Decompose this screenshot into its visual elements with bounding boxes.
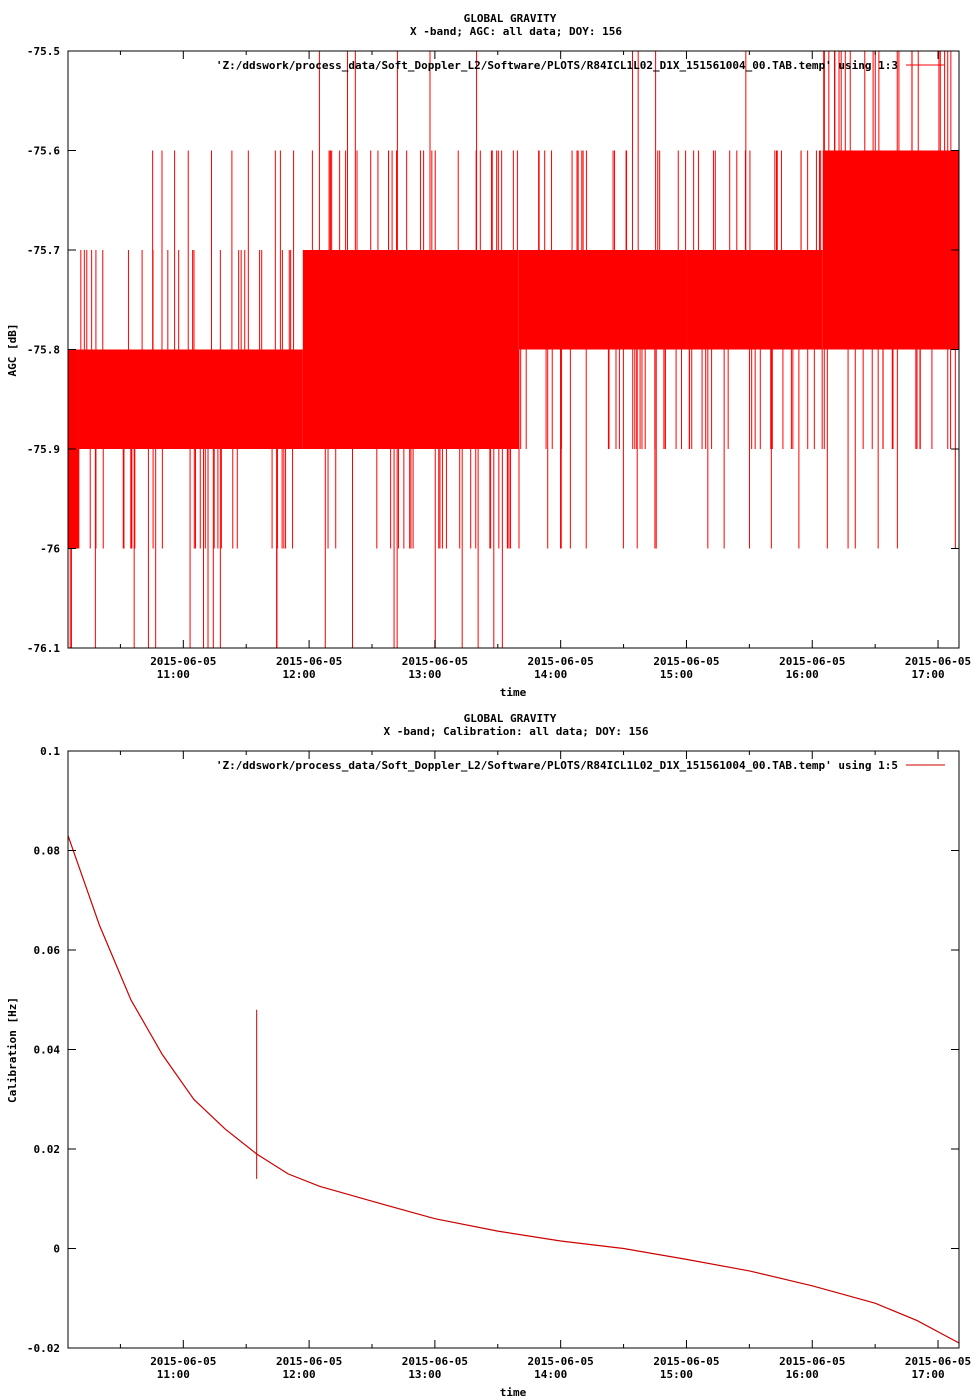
agc-band [518,250,687,350]
chart-title: GLOBAL GRAVITY [464,12,557,25]
y-tick-label: 0.02 [34,1143,61,1156]
x-tick-time-label: 13:00 [408,1368,441,1381]
x-tick-time-label: 17:00 [911,668,944,681]
x-tick-time-label: 12:00 [283,1368,316,1381]
chart-subtitle: X -band; AGC: all data; DOY: 156 [410,25,622,38]
axis-ticks: 0.10.080.060.040.020-0.022015-06-0511:00… [27,745,971,1381]
axis-ticks: -75.5 -75.6 -75.7 -75.8 -75.9 -76 -76.1 2015-06… [27,45,971,681]
chart-subtitle: X -band; Calibration: all data; DOY: 156 [384,725,649,738]
y-tick-label: 0.04 [34,1044,61,1057]
agc-trace [67,51,959,648]
y-tick-label: -75.8 [27,344,60,357]
x-tick-date-label: 2015-06-05 [528,1355,594,1368]
y-tick-label: -75.6 [27,145,60,158]
x-tick-time-label: 12:00 [283,668,316,681]
x-tick-date-label: 2015-06-05 [653,655,719,668]
y-axis-label: Calibration [Hz] [6,997,19,1103]
x-tick-date-label: 2015-06-05 [276,655,342,668]
agc-band [686,250,823,350]
x-tick-time-label: 14:00 [534,668,567,681]
calibration-chart-panel: GLOBAL GRAVITY X -band; Calibration: all… [6,712,971,1399]
x-tick-time-label: 14:00 [534,1368,567,1381]
y-tick-label: 0.08 [34,845,61,858]
agc-band [302,250,519,449]
x-tick-date-label: 2015-06-05 [653,1355,719,1368]
x-tick-date-label: 2015-06-05 [402,655,468,668]
x-tick-time-label: 13:00 [408,668,441,681]
x-tick-date-label: 2015-06-05 [779,655,845,668]
chart-title: GLOBAL GRAVITY [464,712,557,725]
calibration-line [67,835,960,1344]
x-tick-date-label: 2015-06-05 [905,1355,971,1368]
plot-frame [67,750,960,1349]
x-axis-label: time [500,686,527,699]
legend-entry-calibration: 'Z:/ddswork/process_data/Soft_Doppler_L2… [216,759,898,772]
y-tick-label: -75.7 [27,244,60,257]
x-tick-date-label: 2015-06-05 [402,1355,468,1368]
x-axis-label: time [500,1386,527,1399]
agc-band [822,150,959,350]
x-tick-time-label: 17:00 [911,1368,944,1381]
x-tick-time-label: 11:00 [157,1368,190,1381]
y-tick-label: 0.1 [40,745,60,758]
x-tick-date-label: 2015-06-05 [779,1355,845,1368]
x-tick-date-label: 2015-06-05 [528,655,594,668]
y-tick-label: -75.9 [27,443,60,456]
y-tick-label: -0.02 [27,1342,60,1355]
x-tick-time-label: 15:00 [660,668,693,681]
agc-band [78,349,303,449]
y-tick-label: -76 [40,543,60,556]
y-tick-label: 0 [53,1243,60,1256]
x-tick-date-label: 2015-06-05 [905,655,971,668]
y-tick-label: -75.5 [27,45,60,58]
x-tick-time-label: 11:00 [157,668,190,681]
legend-entry-agc: 'Z:/ddswork/process_data/Soft_Doppler_L2… [216,59,898,72]
calibration-series [67,835,960,1344]
y-axis-label: AGC [dB] [6,324,19,377]
x-tick-time-label: 15:00 [660,1368,693,1381]
agc-series [67,51,959,648]
x-tick-time-label: 16:00 [786,668,819,681]
x-tick-date-label: 2015-06-05 [150,1355,216,1368]
x-tick-date-label: 2015-06-05 [150,655,216,668]
y-tick-label: -76.1 [27,642,60,655]
x-tick-time-label: 16:00 [786,1368,819,1381]
y-tick-label: 0.06 [34,944,61,957]
x-tick-date-label: 2015-06-05 [276,1355,342,1368]
agc-chart-panel: GLOBAL GRAVITY X -band; AGC: all data; D… [6,12,971,699]
